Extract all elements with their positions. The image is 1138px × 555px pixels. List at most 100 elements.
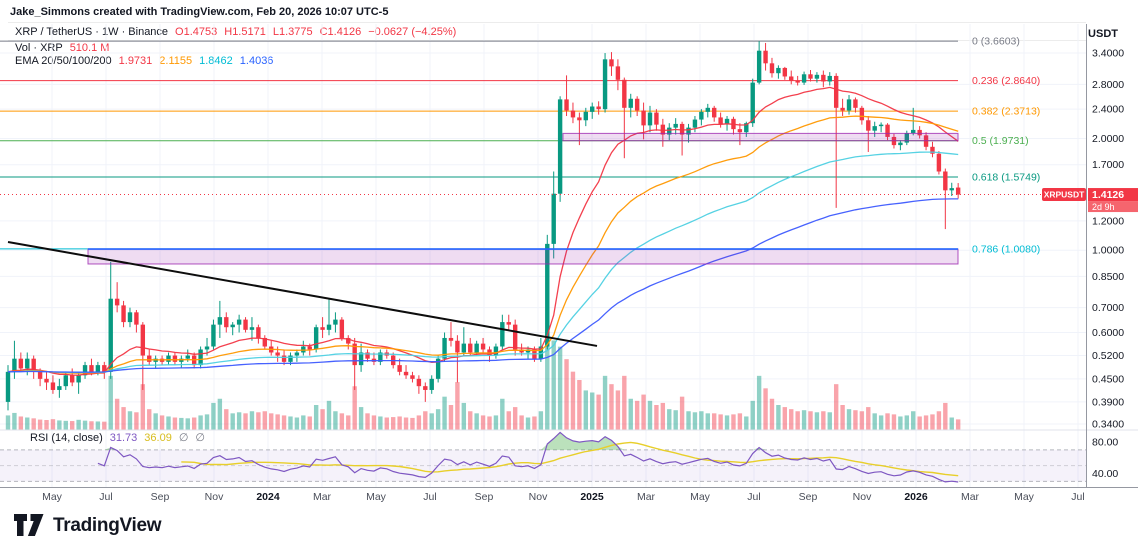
candle-body	[461, 343, 467, 353]
tradingview-logo-icon	[14, 514, 44, 536]
ema-label: EMA 20/50/100/200	[15, 55, 112, 67]
candle-body	[423, 386, 428, 390]
price-axis-label[interactable]: 1.2000	[1092, 215, 1124, 227]
volume-bar	[545, 330, 550, 430]
price-axis-label[interactable]: 0.5200	[1092, 350, 1124, 362]
volume-value: 510.1 M	[69, 42, 110, 54]
price-axis-label[interactable]: 3.4000	[1092, 48, 1124, 60]
volume-bar	[365, 413, 370, 430]
volume-bar	[750, 400, 755, 430]
price-axis-label[interactable]: 2.4000	[1092, 104, 1124, 116]
volume-bar	[249, 411, 255, 430]
candle-body	[480, 343, 486, 350]
candle-body	[641, 110, 646, 126]
candle-body	[12, 358, 17, 372]
volume-bar	[705, 413, 710, 430]
candle-body	[243, 319, 248, 330]
candle-body	[763, 50, 768, 64]
volume-bar	[532, 416, 537, 430]
price-axis-label[interactable]: 0.7000	[1092, 302, 1124, 314]
time-axis-label[interactable]: Mar	[637, 491, 656, 503]
ohlc-high: H1.5171	[224, 26, 266, 38]
candle-body	[185, 355, 190, 359]
candle-body	[410, 375, 415, 379]
last-price-value: 1.4126	[1092, 189, 1124, 201]
price-axis-label[interactable]: 0.3400	[1092, 418, 1124, 430]
price-zone[interactable]	[562, 132, 959, 142]
candle-body	[339, 319, 345, 338]
time-axis-label[interactable]: 2026	[904, 491, 928, 503]
candle-body	[859, 107, 865, 121]
symbol-legend-row[interactable]: XRP / TetherUS · 1W · Binance O1.4753 H1…	[15, 26, 456, 38]
candle-body	[545, 243, 550, 347]
time-axis-label[interactable]: 2025	[580, 491, 604, 503]
time-axis-label[interactable]: May	[366, 491, 387, 503]
volume-bar	[609, 384, 614, 430]
volume-legend-row[interactable]: Vol · XRP 510.1 M	[15, 42, 109, 54]
time-axis-label[interactable]: May	[690, 491, 711, 503]
price-axis-label[interactable]: 0.4500	[1092, 373, 1124, 385]
volume-bar	[44, 420, 49, 430]
volume-bar	[63, 420, 68, 430]
rsi-axis-label[interactable]: 80.00	[1092, 437, 1118, 449]
time-axis-label[interactable]: May	[1014, 491, 1035, 503]
candle-body	[898, 142, 903, 146]
candle-body	[474, 343, 479, 353]
volume-bar	[846, 409, 852, 430]
ema-legend-row[interactable]: EMA 20/50/100/200 1.9731 2.1155 1.8462 1…	[15, 55, 273, 67]
volume-bar	[917, 416, 922, 430]
volume-bar	[313, 405, 319, 430]
volume-bar	[590, 392, 595, 430]
time-axis-label[interactable]: Mar	[961, 491, 980, 503]
volume-bar	[191, 417, 197, 430]
time-axis-label[interactable]: 2024	[256, 491, 280, 503]
volume-bar	[859, 411, 865, 430]
candle-body	[455, 340, 460, 353]
candle-body	[89, 365, 94, 372]
price-axis-label[interactable]: 1.7000	[1092, 159, 1124, 171]
price-axis-label[interactable]: 1.0000	[1092, 245, 1124, 257]
candle-body	[943, 171, 948, 191]
volume-bar	[853, 410, 858, 430]
candle-body	[326, 324, 332, 330]
time-axis-label[interactable]: May	[42, 491, 63, 503]
time-axis-label[interactable]: Sep	[475, 491, 494, 503]
time-axis-label[interactable]: Nov	[529, 491, 548, 503]
volume-bar	[102, 421, 107, 430]
symbol-price-tag-text: XRPUSDT	[1044, 190, 1085, 200]
volume-bar	[898, 416, 903, 430]
time-axis-label[interactable]: Jul	[99, 491, 112, 503]
time-axis-label[interactable]: Mar	[313, 491, 332, 503]
time-axis-label[interactable]: Nov	[853, 491, 872, 503]
price-axis-label[interactable]: 2.0000	[1092, 133, 1124, 145]
volume-bar	[57, 420, 62, 430]
countdown-box	[1088, 201, 1138, 213]
candle-body	[808, 74, 813, 79]
price-axis-label[interactable]: 0.3900	[1092, 396, 1124, 408]
trendline[interactable]	[7, 241, 598, 347]
candle-body	[378, 352, 383, 362]
time-axis-label[interactable]: Sep	[799, 491, 818, 503]
candle-body	[789, 76, 794, 81]
price-axis-label[interactable]: 0.6000	[1092, 327, 1124, 339]
ema100-value: 1.8462	[199, 55, 233, 67]
volume-bar	[147, 409, 152, 430]
candle-body	[435, 358, 441, 379]
time-axis-label[interactable]: Sep	[151, 491, 170, 503]
rsi-axis-label[interactable]: 40.00	[1092, 468, 1118, 480]
time-axis-label[interactable]: Jul	[1071, 491, 1084, 503]
candle-body	[602, 59, 608, 110]
time-axis-label[interactable]: Jul	[747, 491, 760, 503]
price-zone[interactable]	[87, 248, 959, 265]
price-axis-label[interactable]: 2.8000	[1092, 79, 1124, 91]
time-axis-label[interactable]: Jul	[423, 491, 436, 503]
candle-body	[660, 124, 666, 135]
volume-bar	[288, 416, 293, 430]
rsi-legend-row[interactable]: RSI (14, close) 31.73 36.09 ∅ ∅	[30, 431, 205, 444]
price-axis-label[interactable]: 0.8500	[1092, 271, 1124, 283]
candle-body	[750, 82, 755, 124]
candle-body	[211, 324, 216, 347]
time-axis-label[interactable]: Nov	[205, 491, 224, 503]
candle-body	[236, 319, 242, 325]
